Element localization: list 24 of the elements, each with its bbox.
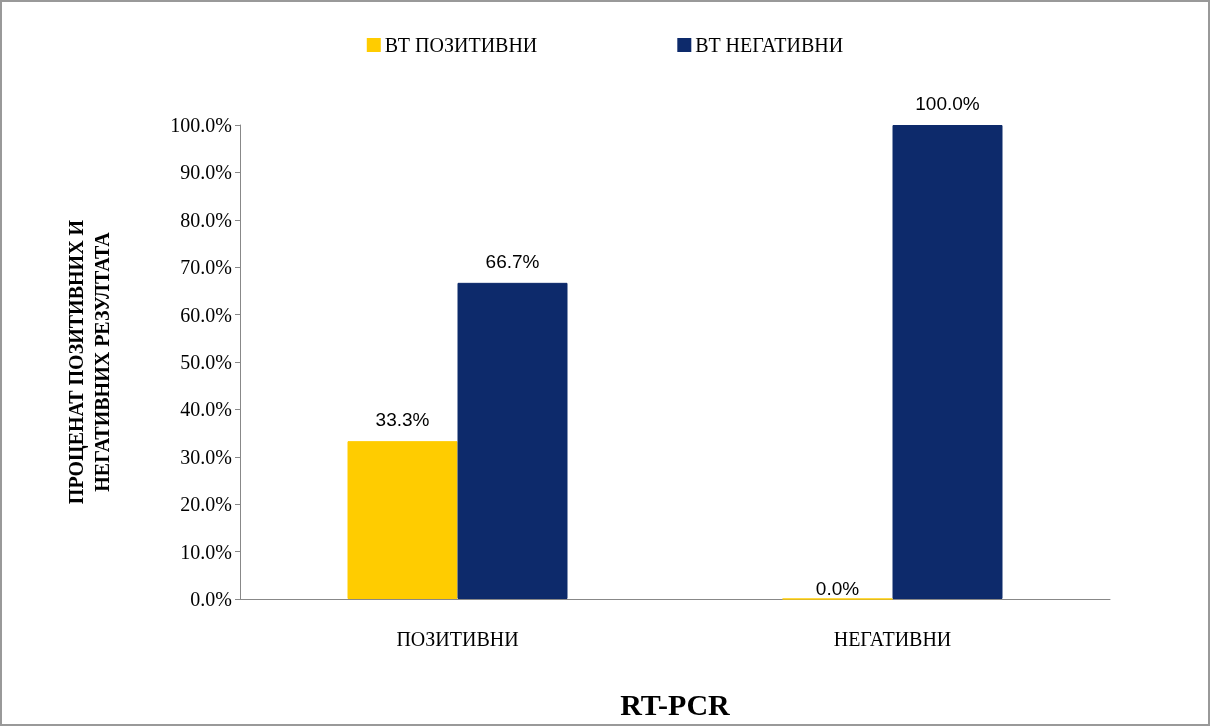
y-tick-label: 100.0% — [170, 114, 232, 136]
legend-label: ВТ НЕГАТИВНИ — [695, 34, 844, 56]
y-tick-label: 10.0% — [180, 540, 232, 563]
data-label: 0.0% — [815, 577, 860, 599]
y-tick-label: 40.0% — [180, 398, 232, 421]
x-axis-title: RT-PCR — [620, 687, 731, 721]
y-axis-title: ПРОЦЕНАТ ПОЗИТИВНИХ И НЕГАТИВНИХ РЕЗУЛТАТА — [65, 219, 113, 505]
x-tick-label: ПОЗИТИВНИ — [396, 628, 519, 650]
data-label: 66.7% — [485, 250, 540, 272]
y-tick-label: 60.0% — [180, 303, 232, 326]
y-tick-label: 0.0% — [190, 588, 232, 610]
bar — [347, 441, 458, 599]
data-label: 100.0% — [915, 93, 980, 114]
bar — [457, 282, 568, 599]
data-label: 33.3% — [375, 409, 430, 431]
y-tick-label: 50.0% — [180, 351, 232, 373]
y-tick-label: 80.0% — [180, 208, 232, 231]
legend-label: ВТ ПОЗИТИВНИ — [384, 34, 538, 56]
y-tick-label: 20.0% — [180, 493, 232, 516]
y-tick-label: 90.0% — [180, 161, 232, 184]
y-tick-label: 70.0% — [180, 256, 232, 279]
bar — [892, 125, 1003, 599]
x-tick-label: НЕГАТИВНИ — [833, 628, 952, 650]
y-tick-label: 30.0% — [180, 445, 232, 468]
